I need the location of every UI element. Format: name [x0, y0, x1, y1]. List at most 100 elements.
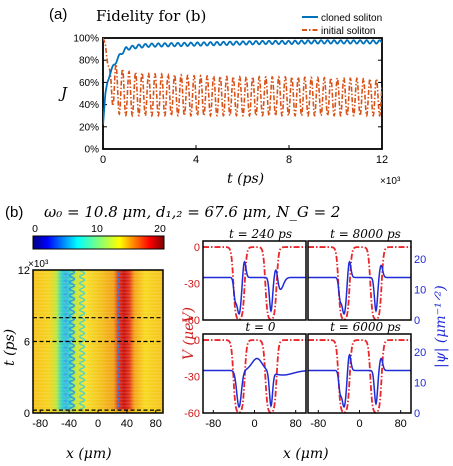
panel-a-xtick-label: 12: [376, 154, 388, 166]
series-cloned-soliton: [103, 39, 382, 125]
heatmap-band: [33, 325, 163, 327]
subplots-left-ylabel: V (μeV): [181, 307, 197, 360]
heatmap-y-multiplier: ×10³: [28, 259, 49, 270]
heatmap-band: [33, 305, 163, 307]
panel-a-axes-box: [102, 37, 383, 150]
panel-a-lines: [103, 38, 382, 125]
heatmap-band: [33, 274, 163, 277]
subplot-frame: [307, 333, 412, 414]
heatmap-ytick-label: 6: [24, 337, 30, 349]
heatmap-band: [33, 408, 163, 411]
heatmap-band: [33, 291, 163, 294]
panel-a-ylabel: J: [58, 84, 68, 102]
heatmap-band: [33, 388, 163, 391]
heatmap-band: [33, 321, 163, 324]
subplot-xtick-label: -80: [205, 418, 221, 430]
subplots-right-ylabel: |ψ| (μm⁻¹ᐟ²): [433, 285, 449, 368]
colorbar-ticks: 0 10 20: [32, 223, 166, 235]
heatmap-ticks: -80 -40 0 40 80 0 6 12: [18, 265, 162, 430]
heatmap-band: [33, 281, 163, 284]
heatmap-band: [33, 295, 163, 297]
subplot-xtick-label: 0: [251, 418, 257, 430]
panel-a-ytick-label: 80%: [79, 56, 99, 67]
subplot-psi-line: [308, 260, 411, 316]
heatmap-xtick-label: -40: [61, 418, 77, 430]
subplot-psi-line: [308, 353, 411, 409]
panel-a-label: (a): [49, 6, 67, 23]
panel-a-xtick-label: 0: [100, 154, 106, 166]
heatmap-band: [33, 315, 163, 317]
heatmap-band: [33, 311, 163, 314]
subplot-left-ytick-label: 0: [194, 242, 200, 254]
heatmap-band: [33, 341, 163, 344]
heatmap-band: [33, 335, 163, 337]
panel-a-xticks: 0 4 8 12: [100, 145, 388, 166]
colorbar-tick-label: 20: [154, 223, 166, 235]
subplot-xtick-label: -80: [310, 418, 326, 430]
panel-b-label: (b): [5, 204, 23, 221]
heatmap-band: [33, 371, 163, 374]
subplot-title: t = 240 ps: [229, 227, 292, 241]
subplot-potential-line: [203, 246, 306, 321]
colorbar: [32, 235, 165, 250]
heatmap-xtick-label: 40: [121, 418, 133, 430]
panel-a-xtick-label: 8: [286, 154, 292, 166]
subplot-title: t = 0: [245, 320, 276, 334]
subplot-3: t = 6000 ps -80 0 80 20 10 0: [307, 320, 426, 430]
heatmap-band: [33, 351, 163, 354]
panel-a-ytick-label: 60%: [79, 78, 99, 89]
heatmap-band: [33, 345, 163, 347]
subplots-xlabel: x (μm): [283, 446, 329, 462]
subplot-1: t = 8000 ps 20 10 0: [307, 227, 426, 327]
heatmap-xtick-label: 0: [95, 418, 101, 430]
subplot-potential-line: [203, 339, 306, 414]
subplot-left-ytick-label: 0: [194, 335, 200, 347]
panel-a-x-multiplier: ×10³: [380, 176, 401, 187]
subplot-left-ytick-label: -30: [184, 372, 200, 384]
subplot-right-ytick-label: 10: [414, 285, 426, 297]
heatmap-band: [33, 391, 163, 394]
subplot-xtick-label: 80: [395, 418, 407, 430]
panel-a-xtick-label: 4: [193, 154, 199, 166]
panel-a-ytick-label: 0%: [85, 145, 100, 156]
heatmap-band: [33, 301, 163, 304]
panel-b-params: ω₀ = 10.8 μm, d₁,₂ = 67.6 μm, N_G = 2: [44, 203, 340, 221]
heatmap-band: [33, 271, 163, 274]
subplot-0: t = 240 ps 0 -30 -60: [184, 227, 307, 327]
subplot-right-ytick-label: 20: [414, 347, 426, 359]
subplot-right-ytick-label: 0: [414, 408, 420, 420]
heatmap-xlabel: x (μm): [66, 446, 112, 462]
heatmap-ytick-label: 12: [18, 265, 30, 277]
heatmap-band: [33, 398, 163, 401]
heatmap-band: [33, 361, 163, 364]
subplot-psi-line: [203, 357, 307, 409]
heatmap-band: [33, 401, 163, 404]
heatmap-band: [33, 285, 163, 287]
legend-cloned-label: cloned soliton: [321, 13, 382, 24]
heatmap-band: [33, 365, 163, 367]
heatmap-ylabel: t (ps): [2, 329, 18, 366]
panel-a-ytick-label: 40%: [79, 100, 99, 111]
heatmap-band: [33, 338, 163, 340]
heatmap-band: [33, 288, 163, 290]
heatmap-band: [33, 381, 163, 384]
legend-initial-label: initial soliton: [321, 26, 375, 37]
subplot-right-ytick-label: 20: [414, 254, 426, 266]
heatmap-band: [33, 378, 163, 381]
heatmap-band: [33, 318, 163, 320]
heatmap-xtick-label: -80: [32, 418, 48, 430]
subplot-frame: [307, 240, 412, 321]
panel-a-ytick-label: 100%: [73, 34, 99, 45]
subplot-frame: [202, 240, 307, 321]
heatmap-band: [33, 358, 163, 361]
heatmap-trace: [78, 270, 86, 413]
panel-a-ytick-label: 20%: [79, 122, 99, 133]
heatmap-band: [33, 348, 163, 351]
heatmap-band: [33, 278, 163, 280]
subplot-left-ytick-label: -60: [184, 408, 200, 420]
subplot-potential-line: [308, 339, 411, 414]
panel-a-title: Fidelity for (b): [96, 7, 206, 25]
subplot-psi-line: [203, 260, 306, 316]
colorbar-tick-label: 0: [32, 223, 38, 235]
